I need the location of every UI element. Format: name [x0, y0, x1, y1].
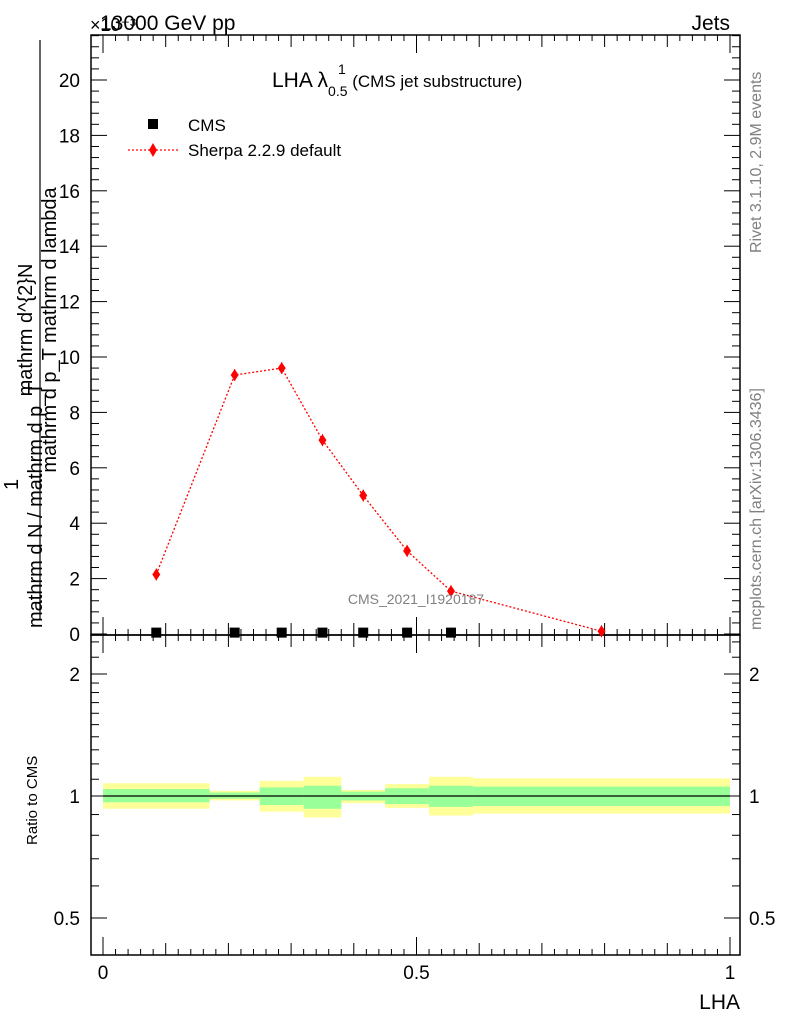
plot-title-sup: 1: [338, 61, 346, 77]
energy-label: 13000 GeV pp: [100, 12, 235, 35]
axis-ticks: [91, 35, 740, 955]
y-tick-label: 18: [59, 126, 80, 147]
y-tick-label: 14: [59, 237, 81, 258]
y-axis-denominator: mathrm d p_T mathrm d lambda: [39, 186, 61, 472]
y-axis-norm-label: 1 mathrm d N / mathrm d p_T: [1, 382, 47, 628]
cms-point: [151, 627, 162, 638]
ratio-tick-label-right: 2: [749, 665, 760, 686]
x-tick-label: 0: [98, 963, 109, 984]
legend-sherpa-label: Sherpa 2.2.9 default: [188, 141, 341, 160]
sherpa-point: [446, 585, 455, 598]
legend-sherpa-marker: [149, 143, 157, 157]
cms-point: [402, 627, 413, 638]
sherpa-point: [597, 625, 606, 638]
y-tick-label: 16: [59, 182, 80, 203]
y-tick-label: 8: [69, 403, 80, 424]
y-tick-label: 10: [59, 348, 80, 369]
plot-title-sub: 0.5: [328, 83, 348, 99]
y-tick-label: 4: [69, 514, 80, 535]
plot-title-main: LHA λ: [272, 69, 329, 92]
ratio-axis-label: Ratio to CMS: [24, 756, 41, 845]
y-axis-factor: 1: [1, 479, 23, 490]
sherpa-point: [403, 544, 412, 557]
y-axis-numerator: mathrm d^{2}N: [15, 264, 37, 397]
y-axis-label: mathrm d^{2}N mathrm d p_T mathrm d lamb…: [15, 40, 61, 620]
legend-cms-marker: [148, 119, 158, 129]
y-tick-label: 6: [69, 459, 80, 480]
y-tick-label: 20: [59, 71, 80, 92]
ratio-tick-label-right: 1: [749, 787, 760, 808]
ratio-stat-band-3: [303, 785, 342, 809]
y-tick-label: 0: [69, 625, 80, 646]
sherpa-point: [152, 568, 161, 581]
y-tick-label: 2: [69, 570, 80, 591]
ratio-bands: [103, 776, 730, 818]
y-tick-label: 12: [59, 293, 80, 314]
cms-point: [358, 627, 369, 638]
legend-cms-label: CMS: [188, 116, 226, 135]
ratio-tick-label-left: 2: [69, 665, 80, 686]
sherpa-point: [318, 434, 327, 447]
analysis-watermark: CMS_2021_I1920187: [348, 591, 484, 607]
cms-point: [229, 627, 240, 638]
x-tick-label: 1: [725, 963, 736, 984]
x-tick-label: 0.5: [403, 963, 429, 984]
cms-point: [445, 627, 456, 638]
ratio-frame: [90, 634, 741, 956]
ratio-tick-label-right: 0.5: [749, 909, 775, 930]
cms-point: [276, 627, 287, 638]
sherpa-line: [155, 367, 602, 632]
x-axis-label: LHA: [699, 991, 740, 1014]
category-label: Jets: [691, 12, 730, 35]
sherpa-point: [359, 489, 368, 502]
plot-title: LHA λ0.5 (CMS jet substructure): [272, 69, 522, 99]
ratio-tick-label-left: 1: [69, 787, 80, 808]
cms-series: [151, 627, 456, 638]
y-exponent-label: ×10⁻³: [90, 15, 136, 35]
y-axis-norm: mathrm d N / mathrm d p_T: [25, 382, 47, 628]
sherpa-point: [277, 362, 286, 375]
rivet-label: Rivet 3.1.10, 2.9M events: [748, 72, 765, 253]
sherpa-series: [152, 362, 606, 638]
cms-point: [317, 627, 328, 638]
plot-title-suffix: (CMS jet substructure): [348, 72, 523, 91]
sherpa-point: [230, 369, 239, 382]
ratio-tick-label-left: 0.5: [54, 909, 80, 930]
mcplots-label: mcplots.cern.ch [arXiv:1306.3436]: [748, 388, 765, 630]
